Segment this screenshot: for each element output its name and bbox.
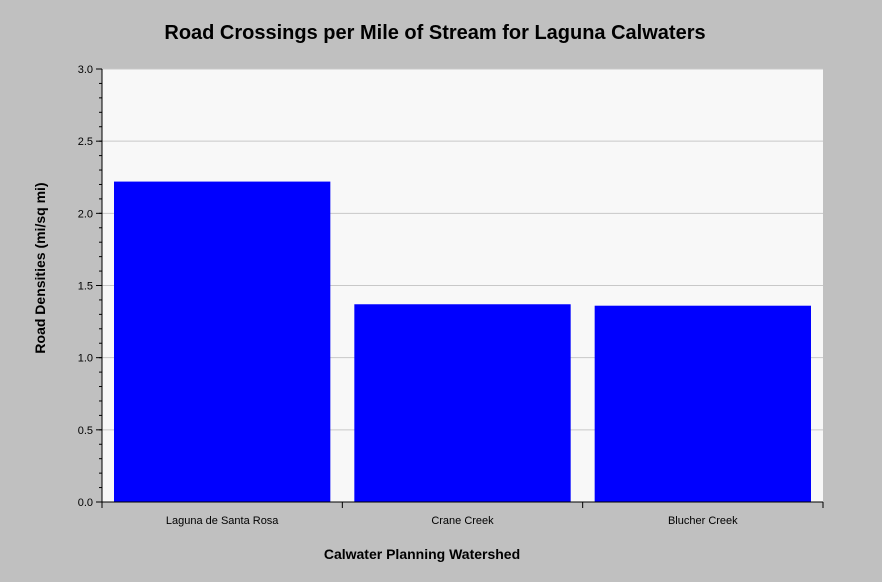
x-tick-label: Laguna de Santa Rosa [166,515,279,527]
x-tick-label: Crane Creek [431,515,494,527]
y-tick-label: 1.0 [78,353,93,365]
y-tick-label: 0.0 [78,497,93,509]
y-axis: 0.0 0.5 1.0 1.5 2.0 2.5 3.0 [78,64,103,509]
x-axis-label: Calwater Planning Watershed [324,546,520,562]
chart-title: Road Crossings per Mile of Stream for La… [164,22,705,44]
y-tick-label: 2.5 [78,136,93,148]
y-tick-label: 1.5 [78,281,93,293]
bar [354,304,571,502]
x-axis: Laguna de Santa Rosa Crane Creek Blucher C… [101,501,824,527]
x-tick-label: Blucher Creek [668,515,738,527]
y-axis-label: Road Densities (mi/sq mi) [32,182,48,353]
bars [114,181,811,502]
y-tick-label: 0.5 [78,425,93,437]
bar [114,181,331,502]
y-tick-label: 3.0 [78,64,93,76]
y-tick-label: 2.0 [78,208,93,220]
bar [594,305,811,502]
